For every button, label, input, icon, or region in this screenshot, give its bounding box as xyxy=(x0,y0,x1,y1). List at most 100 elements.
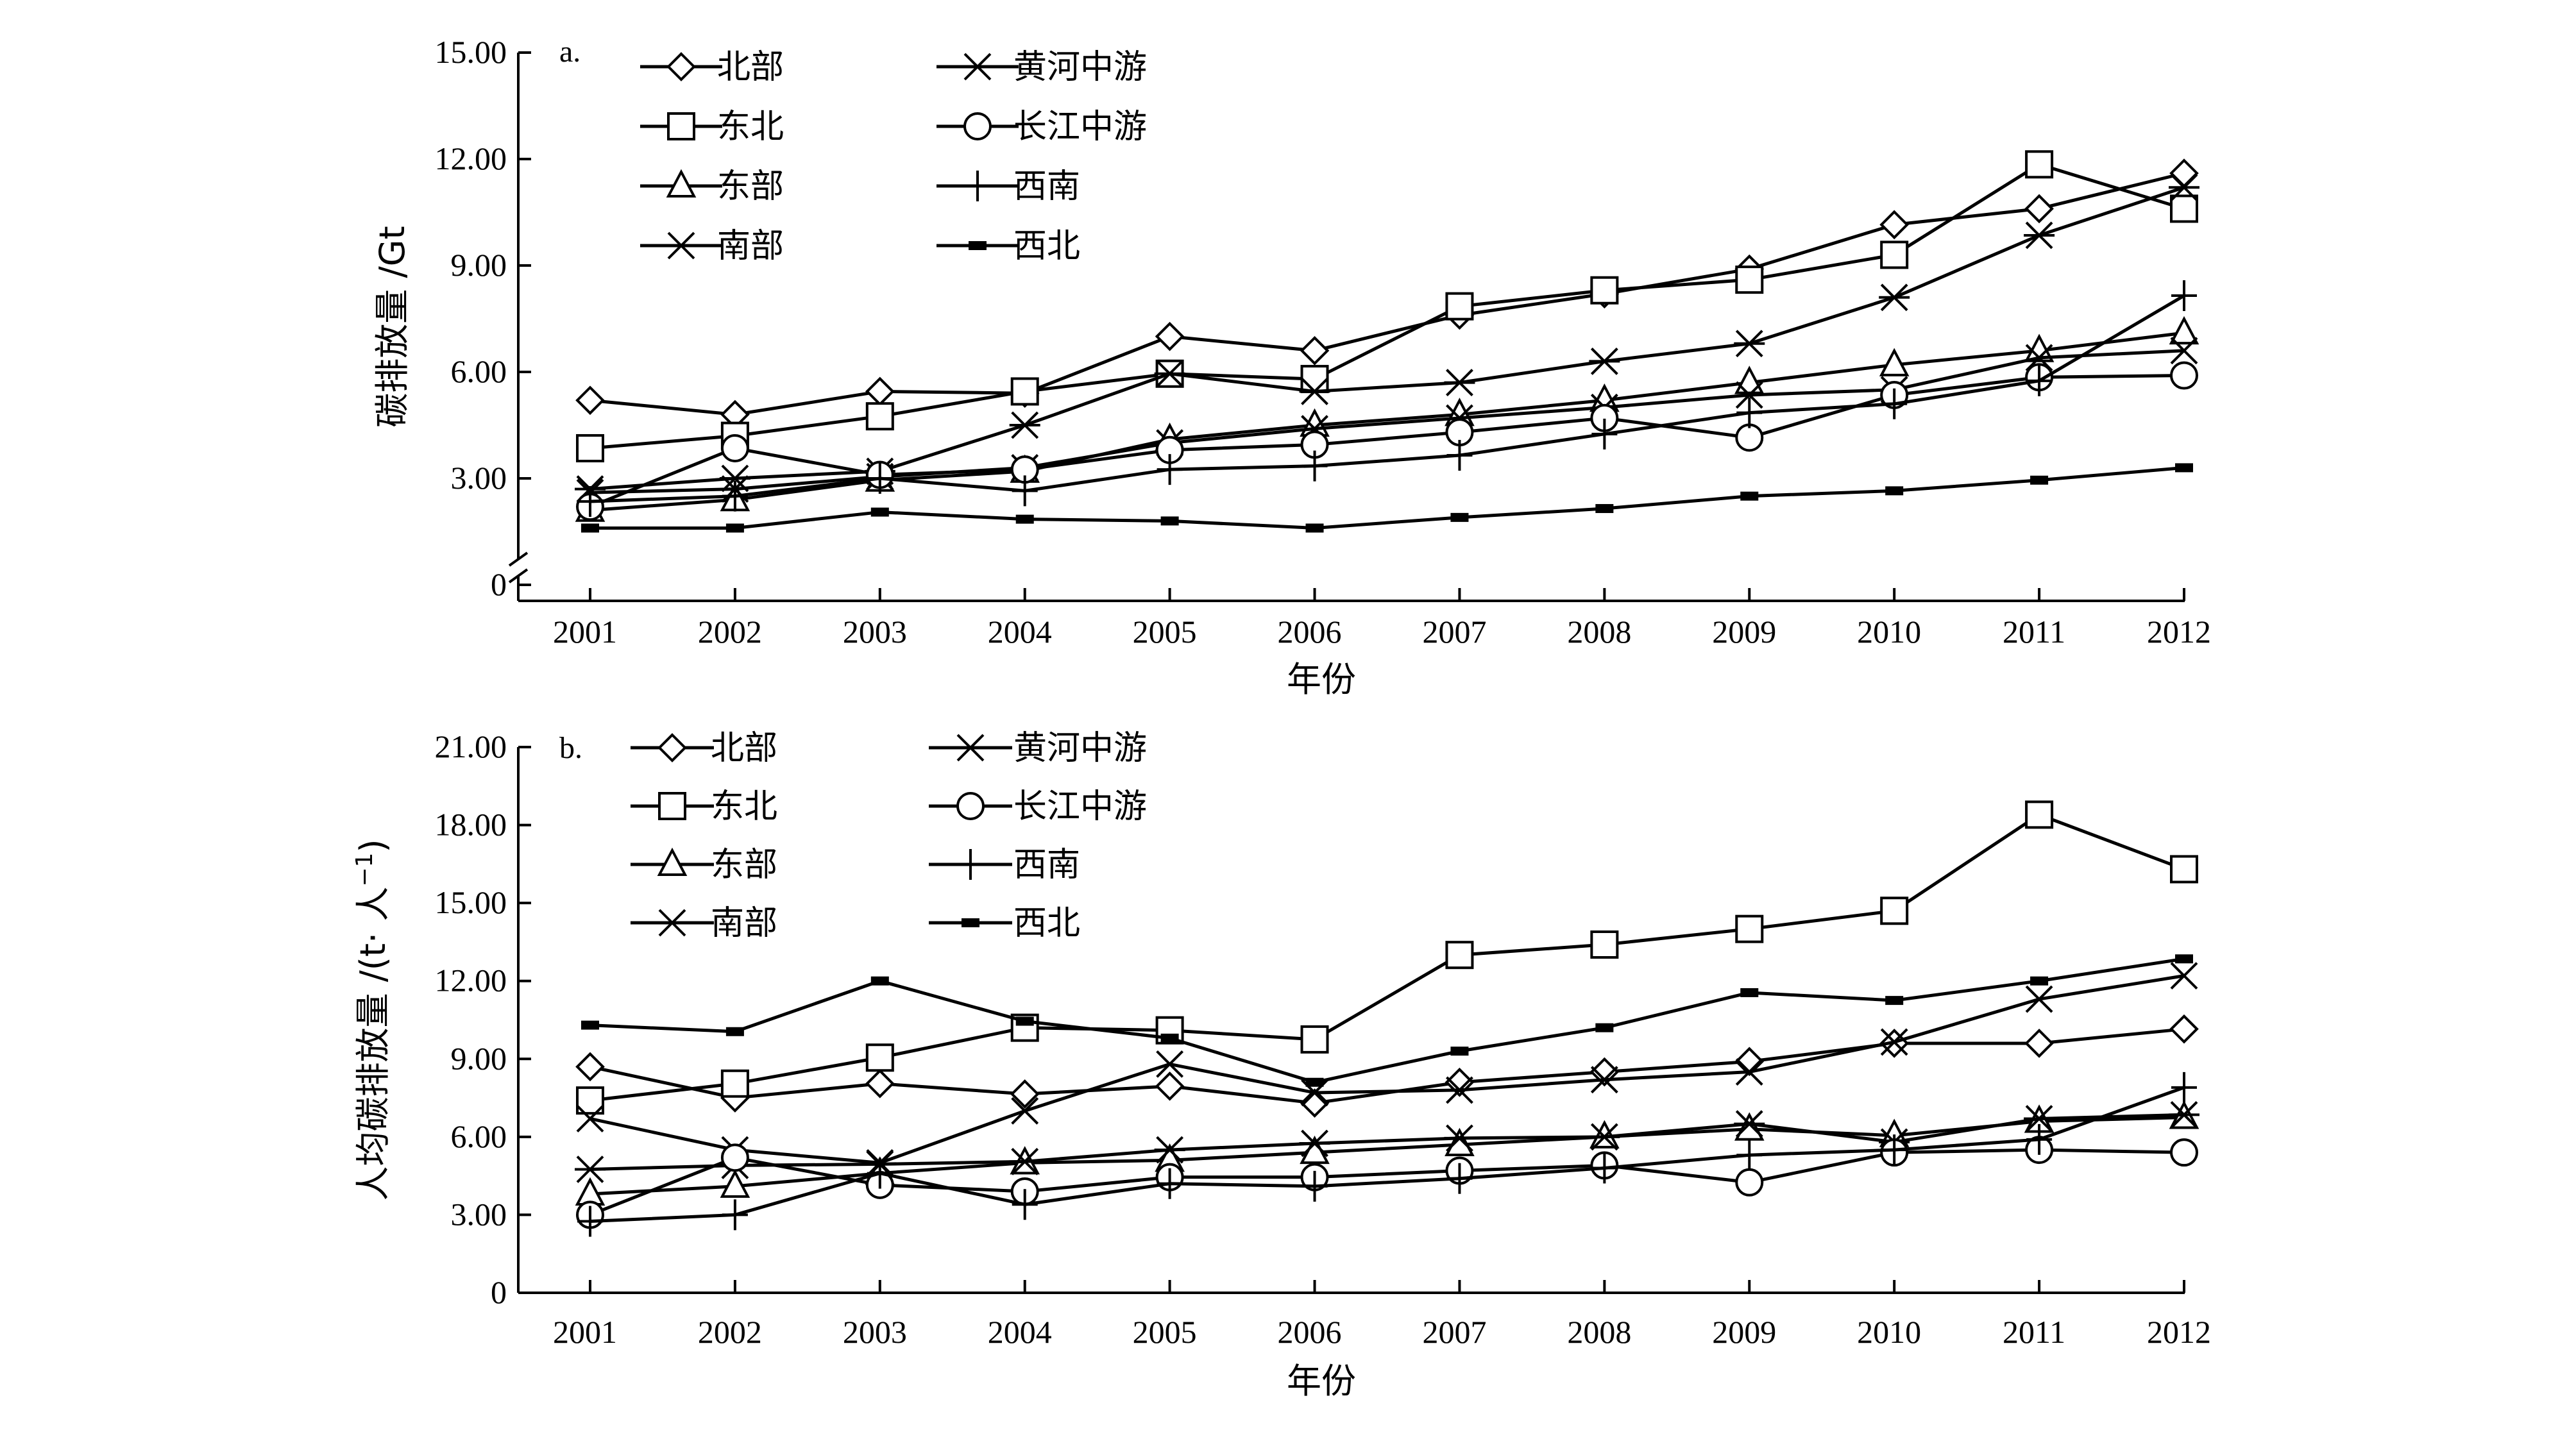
x-tick-label: 2006 xyxy=(1278,614,1342,650)
x-tick-label: 2012 xyxy=(2147,614,2211,650)
y-tick-label: 21.00 xyxy=(435,728,507,764)
x-tick-label: 2008 xyxy=(1567,614,1631,650)
data-point xyxy=(1009,411,1040,439)
data-point xyxy=(575,385,605,416)
legend-marker xyxy=(666,52,696,81)
x-tick-label: 2003 xyxy=(843,1314,907,1350)
data-point xyxy=(1156,1050,1184,1078)
x-tick-label: 2001 xyxy=(553,614,617,650)
legend-marker xyxy=(965,171,990,201)
axes xyxy=(517,747,2185,1294)
data-point xyxy=(1155,1072,1185,1101)
legend-marker xyxy=(657,847,688,876)
y-tick-label: 3.00 xyxy=(451,1196,507,1232)
legend-label: 东部 xyxy=(717,167,784,206)
y-tick-label: 18.00 xyxy=(435,807,507,843)
data-point xyxy=(1590,276,1619,305)
legend-label: 南部 xyxy=(717,227,784,265)
data-point xyxy=(720,433,749,462)
data-point xyxy=(1589,347,1620,375)
data-point xyxy=(2171,1072,2197,1103)
y-tick-label: 0 xyxy=(491,566,507,602)
legend-label: 东北 xyxy=(711,787,777,826)
data-point xyxy=(2169,316,2199,345)
data-point xyxy=(2170,855,2198,884)
y-tick-label: 6.00 xyxy=(451,353,507,389)
x-tick-label: 2009 xyxy=(1712,1314,1776,1350)
legend-label: 长江中游 xyxy=(1013,787,1147,826)
data-point xyxy=(1880,896,1909,925)
y-tick-label: 15.00 xyxy=(435,34,507,70)
legend-marker xyxy=(657,733,687,762)
legend-marker xyxy=(962,918,979,927)
data-point xyxy=(2169,1100,2199,1129)
x-axis-title: 年份 xyxy=(1287,1361,1356,1401)
legend-label: 长江中游 xyxy=(1013,108,1147,146)
data-point xyxy=(2175,954,2193,964)
data-point xyxy=(722,1199,748,1231)
legend-label: 西北 xyxy=(1013,904,1080,943)
y-tick-label: 6.00 xyxy=(451,1118,507,1154)
data-point xyxy=(1445,941,1474,970)
data-point xyxy=(1299,378,1330,405)
x-tick-label: 2012 xyxy=(2147,1314,2211,1350)
data-point xyxy=(1300,1025,1329,1054)
data-point xyxy=(1879,210,1910,240)
data-point xyxy=(870,976,889,986)
data-point xyxy=(577,485,603,517)
data-point xyxy=(1881,388,1908,419)
data-point xyxy=(1589,1123,1620,1151)
data-point xyxy=(1735,265,1764,294)
data-point xyxy=(720,1169,750,1198)
data-point xyxy=(722,480,748,512)
series-8 xyxy=(581,463,2193,533)
series-2 xyxy=(576,800,2198,1115)
data-point xyxy=(1301,450,1328,482)
data-point xyxy=(2171,280,2197,312)
legend-item: 西南 xyxy=(936,167,1080,206)
data-point xyxy=(1160,1033,1179,1043)
data-point xyxy=(2170,962,2198,990)
legend-label: 西南 xyxy=(1013,846,1080,884)
data-point xyxy=(1305,1077,1324,1087)
data-point xyxy=(1010,1079,1040,1109)
series-line xyxy=(589,331,2185,512)
data-point xyxy=(1881,1134,1908,1166)
data-point xyxy=(1154,1136,1185,1164)
x-tick-label: 2011 xyxy=(2003,614,2065,650)
x-tick-label: 2002 xyxy=(698,1314,762,1350)
series-line xyxy=(589,1086,2185,1224)
y-tick-label: 12.00 xyxy=(435,963,507,998)
y-axis-title: 碳排放量 /Gt xyxy=(372,226,412,427)
legend-marker xyxy=(969,241,987,250)
series-line xyxy=(589,1115,2185,1196)
data-point xyxy=(1015,514,1034,524)
data-point xyxy=(1735,423,1764,452)
y-tick-label: 3.00 xyxy=(451,460,507,496)
legend-label: 黄河中游 xyxy=(1013,48,1147,87)
series-line xyxy=(589,957,2185,1084)
data-point xyxy=(1446,1076,1473,1104)
data-point xyxy=(2024,333,2055,362)
axis-break-mark xyxy=(508,551,529,584)
series-line xyxy=(589,294,2185,503)
panel-label: a. xyxy=(559,35,580,69)
legend-item: 北部 xyxy=(631,729,777,768)
y-axis-title: 人均碳排放量 /(t· 人−1) xyxy=(352,839,394,1200)
data-point xyxy=(1157,454,1183,485)
legend-label: 北部 xyxy=(717,48,784,87)
legend-item: 黄河中游 xyxy=(929,729,1147,768)
data-point xyxy=(2024,1105,2055,1132)
data-point xyxy=(1879,283,1910,312)
data-point xyxy=(2030,475,2049,485)
data-point xyxy=(1735,381,1763,409)
data-point xyxy=(1301,1170,1328,1202)
legend-label: 北部 xyxy=(711,729,777,768)
data-point xyxy=(1734,366,1765,394)
data-point xyxy=(1880,240,1909,269)
data-point xyxy=(575,1156,606,1183)
legend-item: 南部 xyxy=(640,227,784,265)
data-point xyxy=(581,523,599,533)
data-point xyxy=(1157,1168,1183,1199)
